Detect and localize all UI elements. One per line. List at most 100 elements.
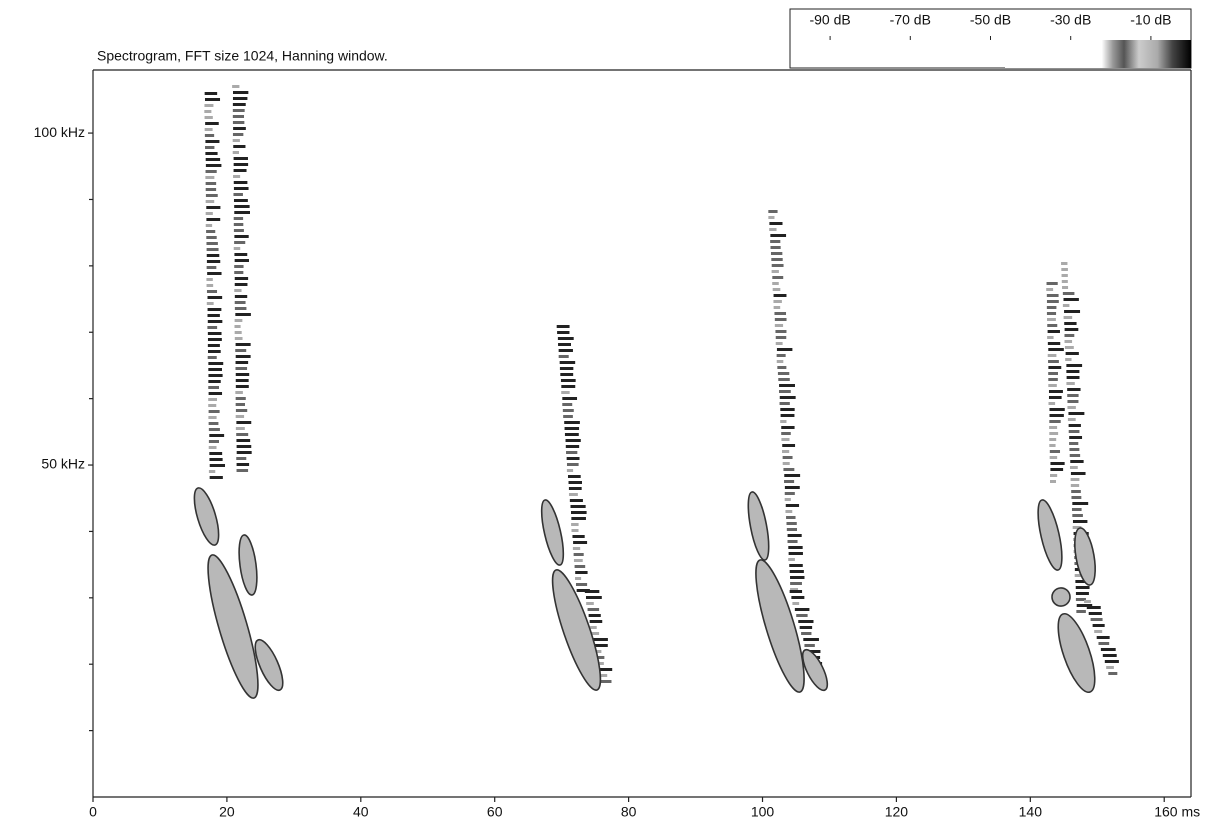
harmonic-stripe	[234, 277, 249, 280]
harmonic-stripe	[1076, 604, 1093, 607]
harmonic-stripe	[1050, 480, 1057, 483]
harmonic-stripe	[786, 516, 796, 519]
harmonic-stripe	[565, 445, 580, 448]
harmonic-stripe	[771, 264, 784, 267]
harmonic-stripe	[557, 337, 574, 340]
harmonic-stripe	[1072, 520, 1088, 523]
call-component	[540, 499, 565, 566]
harmonic-stripe	[772, 276, 784, 279]
harmonic-stripe	[1067, 394, 1079, 397]
harmonic-stripe	[596, 662, 604, 665]
harmonic-stripe	[785, 510, 793, 513]
harmonic-stripe	[783, 468, 795, 471]
harmonic-stripe	[572, 547, 581, 550]
harmonic-stripe	[208, 374, 223, 377]
harmonic-stripe	[574, 565, 586, 568]
harmonic-stripe	[1049, 420, 1061, 423]
harmonic-stripe	[1098, 642, 1110, 645]
harmonic-stripe	[568, 487, 582, 490]
harmonic-stripe	[235, 379, 249, 382]
harmonic-stripe	[236, 451, 252, 454]
colorbar-tick-label: -30 dB	[1050, 12, 1091, 28]
harmonic-stripe	[779, 402, 790, 405]
harmonic-stripe	[589, 620, 603, 623]
harmonic-stripe	[1061, 274, 1068, 277]
harmonic-stripe	[206, 302, 214, 305]
harmonic-stripe	[205, 200, 215, 203]
harmonic-stripe	[573, 553, 584, 556]
harmonic-stripe	[235, 403, 245, 406]
harmonic-stripe	[205, 212, 213, 215]
harmonic-stripe	[233, 217, 244, 220]
harmonic-stripe	[1064, 334, 1075, 337]
harmonic-stripe	[1075, 598, 1086, 601]
harmonic-stripe	[236, 421, 252, 424]
harmonic-stripe	[558, 343, 572, 346]
harmonic-stripe	[205, 188, 217, 191]
harmonic-stripe	[232, 85, 240, 88]
harmonic-stripe	[206, 242, 218, 245]
harmonic-stripe	[209, 476, 223, 479]
harmonic-stripe	[777, 372, 790, 375]
harmonic-stripe	[234, 337, 243, 340]
harmonic-stripe	[788, 558, 795, 561]
harmonic-stripe	[573, 559, 583, 562]
harmonic-stripe	[771, 270, 779, 273]
harmonic-stripe	[208, 446, 217, 449]
harmonic-stripe	[1047, 330, 1060, 333]
call-component	[755, 559, 805, 693]
harmonic-stripe	[803, 638, 819, 641]
harmonic-stripe	[786, 522, 797, 525]
harmonic-stripe	[236, 469, 249, 472]
harmonic-stripe	[1106, 666, 1114, 669]
x-tick-label: 80	[621, 804, 637, 820]
harmonic-stripe	[569, 499, 583, 502]
harmonic-stripe	[234, 265, 244, 268]
harmonic-stripe	[792, 602, 800, 605]
harmonic-stripe	[779, 396, 796, 399]
harmonic-stripe	[773, 294, 787, 297]
x-tick-label: 100	[751, 804, 775, 820]
harmonic-stripe	[1049, 474, 1058, 477]
harmonic-stripe	[207, 296, 223, 299]
harmonic-stripe	[236, 433, 249, 436]
harmonic-stripe	[784, 492, 795, 495]
harmonic-stripe	[790, 576, 805, 579]
harmonic-stripe	[773, 300, 782, 303]
harmonic-stripe	[570, 511, 587, 514]
harmonic-stripe	[206, 290, 218, 293]
harmonic-stripe	[1090, 618, 1103, 621]
harmonic-stripe	[565, 439, 581, 442]
harmonic-stripe	[789, 564, 803, 567]
harmonic-stripe	[204, 98, 221, 101]
harmonic-stripe	[1046, 282, 1058, 285]
harmonic-stripe	[772, 282, 779, 285]
harmonic-stripe	[234, 211, 251, 214]
harmonic-stripe	[782, 450, 790, 453]
colorbar-tick-label: -50 dB	[970, 12, 1011, 28]
harmonic-stripe	[1048, 372, 1058, 375]
harmonic-stripe	[778, 378, 790, 381]
harmonic-stripe	[206, 218, 221, 221]
harmonic-stripe	[235, 343, 251, 346]
call-component	[801, 648, 829, 692]
harmonic-stripe	[796, 614, 808, 617]
harmonic-stripe	[790, 588, 799, 591]
harmonic-stripe	[561, 391, 570, 394]
harmonic-stripe	[207, 332, 222, 335]
harmonic-stripe	[769, 222, 783, 225]
harmonic-stripe	[233, 187, 249, 190]
harmonic-stripe	[782, 456, 793, 459]
harmonic-stripe	[791, 596, 805, 599]
harmonic-stripe	[1072, 502, 1089, 505]
harmonic-stripe	[572, 535, 585, 538]
harmonic-stripe	[771, 258, 783, 261]
harmonic-stripe	[770, 252, 783, 255]
harmonic-stripe	[204, 128, 213, 131]
y-tick-label: 100 kHz	[34, 124, 85, 140]
harmonic-stripe	[1046, 288, 1054, 291]
harmonic-stripe	[235, 409, 248, 412]
harmonic-stripe	[208, 386, 220, 389]
colorbar-tick-label: -10 dB	[1130, 12, 1171, 28]
